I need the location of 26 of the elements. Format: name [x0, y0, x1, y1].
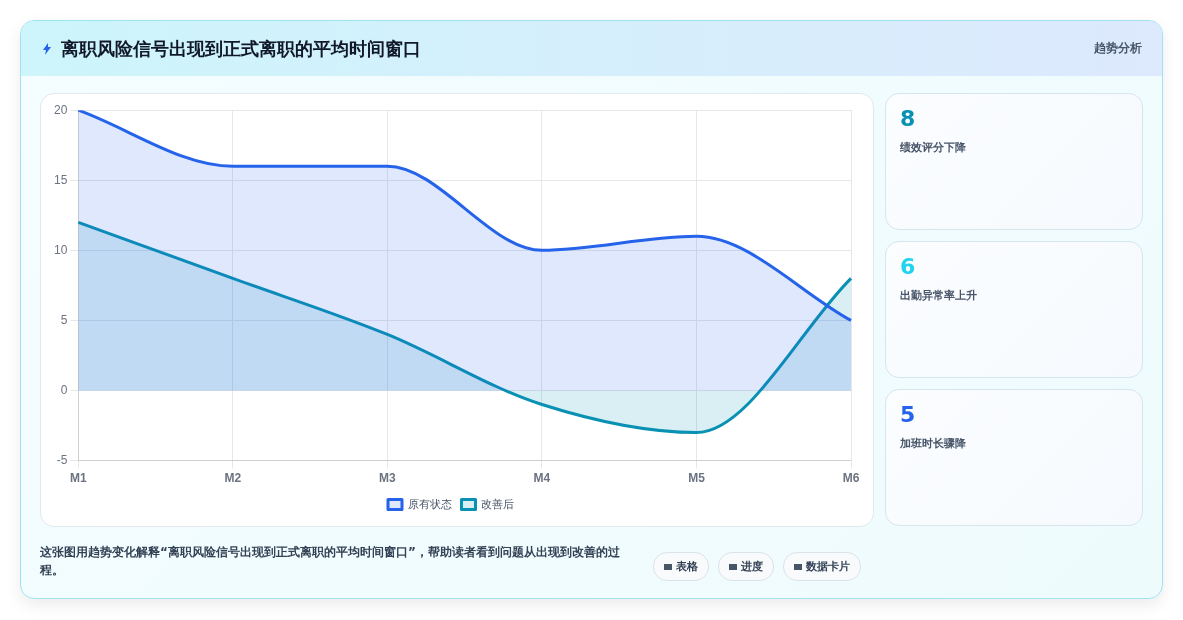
chart-title: 离职风险信号出现到正式离职的平均时间窗口: [61, 36, 421, 61]
text: 进度: [741, 559, 763, 574]
text: 加班时长骤降: [900, 436, 966, 451]
x-tick-label: M5: [688, 471, 706, 486]
text: 数据卡片: [806, 559, 850, 574]
text: 6: [900, 254, 916, 279]
legend-label: 原有状态: [407, 497, 452, 510]
text: 5: [900, 402, 916, 427]
x-tick-label: M6: [842, 471, 860, 486]
text: 这张图用趋势变化解释“离职风险信号出现到正式离职的平均时间窗口”，帮助读者看到问题从出现到改善的过程。: [40, 544, 621, 579]
y-tick-label: 20: [53, 102, 68, 117]
y-tick-label: 10: [53, 242, 68, 257]
text: 出勤异常率上升: [900, 288, 977, 303]
x-tick-label: M1: [70, 471, 88, 486]
y-tick-label: -5: [56, 452, 68, 467]
y-tick-label: 15: [53, 172, 68, 187]
legend-label: 改善后: [481, 497, 514, 510]
text: 趋势分析: [1094, 40, 1142, 57]
x-tick-label: M2: [224, 471, 242, 486]
text: 8: [900, 106, 916, 131]
y-tick-label: 5: [60, 312, 68, 327]
y-tick-label: 0: [60, 382, 68, 397]
text: 绩效评分下降: [900, 140, 966, 155]
x-tick-label: M4: [533, 471, 551, 486]
text: 表格: [676, 559, 698, 574]
x-tick-label: M3: [379, 471, 397, 486]
